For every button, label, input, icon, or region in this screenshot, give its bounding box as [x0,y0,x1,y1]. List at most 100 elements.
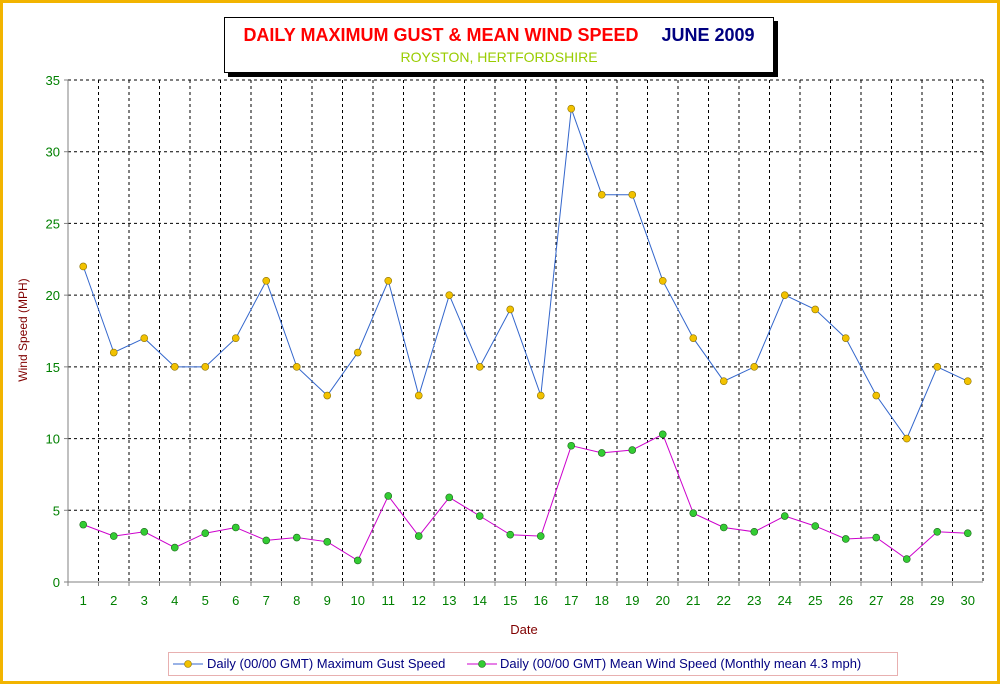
gust-point [689,334,698,342]
x-tick-label: 7 [263,593,270,608]
gust-point [414,391,423,400]
gust-point [750,363,759,371]
mean-point [902,555,911,563]
gust-point [780,291,789,299]
x-tick-label: 17 [564,593,578,608]
gust-point [109,348,118,357]
gust-point [231,334,240,342]
legend-gust-label: Daily (00/00 GMT) Maximum Gust Speed [207,656,446,671]
mean-point [445,493,454,502]
x-tick-label: 23 [747,593,761,608]
mean-point [689,509,698,517]
x-tick-label: 27 [869,593,883,608]
series [79,104,972,565]
gust-point [628,190,637,199]
gust-point [201,363,210,371]
gust-series-line [82,108,969,440]
mean-series-line [83,433,968,562]
chart-title: DAILY MAXIMUM GUST & MEAN WIND SPEED [243,25,639,45]
mean-point [841,535,850,543]
mean-point [323,538,332,546]
x-tick-label: 16 [534,593,548,608]
gust-point [841,334,850,342]
title-box: DAILY MAXIMUM GUST & MEAN WIND SPEED JUN… [224,17,774,73]
x-tick-label: 3 [141,593,148,608]
gust-point [872,391,881,400]
x-tick-label: 9 [324,593,331,608]
x-tick-label: 18 [595,593,609,608]
y-tick-label: 15 [46,360,60,375]
x-tick-label: 29 [930,593,944,608]
legend-mean-label: Daily (00/00 GMT) Mean Wind Speed (Month… [500,656,862,671]
gust-point [262,276,271,285]
gust-point [963,377,972,386]
mean-point [719,523,728,532]
x-tick-label: 21 [686,593,700,608]
y-tick-label: 0 [53,575,60,590]
mean-point [780,512,789,520]
chart-title-month: JUNE 2009 [661,25,755,45]
mean-point [414,532,423,540]
gust-point [811,305,820,314]
mean-point [201,529,210,538]
y-axis-title: Wind Speed (MPH) [16,278,30,381]
mean-point [811,522,820,530]
mean-point [872,533,881,542]
x-tick-label: 11 [382,593,396,608]
gust-point [353,348,362,357]
mean-point [292,533,301,542]
y-tick-label: 10 [46,432,60,447]
x-tick-label: 5 [202,593,209,608]
x-tick-label: 25 [808,593,822,608]
x-tick-label: 20 [656,593,670,608]
x-tick-label: 13 [442,593,456,608]
gust-point [140,334,149,342]
y-tick-label: 25 [46,216,60,231]
mean-point [170,543,179,552]
mean-point [567,441,576,450]
mean-point [353,556,362,565]
x-tick-label: 10 [351,593,365,608]
mean-point [109,532,118,540]
mean-point [262,536,271,545]
gust-point [292,363,301,371]
mean-point [536,532,545,540]
gust-point [506,305,515,314]
gust-point [536,391,545,400]
legend-gust-swatch [173,660,203,668]
x-tick-label: 12 [412,593,426,608]
y-tick-label: 20 [46,288,60,303]
y-tick-label: 5 [53,503,60,518]
x-tick-label: 2 [110,593,117,608]
x-tick-label: 24 [778,593,792,608]
gust-point [323,391,332,400]
gust-point [384,276,393,285]
mean-point [750,527,759,536]
x-tick-label: 14 [473,593,487,608]
y-tick-label: 30 [46,145,60,160]
x-tick-label: 4 [171,593,178,608]
x-tick-label: 15 [503,593,517,608]
gust-point [933,363,942,371]
chart-subtitle: ROYSTON, HERTFORDSHIRE [400,49,598,65]
mean-point [384,492,393,500]
legend: Daily (00/00 GMT) Maximum Gust Speed Dai… [168,652,898,676]
mean-point [506,530,515,539]
gust-point [902,434,911,443]
x-tick-label: 19 [625,593,639,608]
gust-point [719,377,728,386]
x-tick-label: 1 [80,593,87,608]
mean-point [597,449,606,457]
gust-point [445,291,454,299]
gust-point [567,104,576,113]
gust-point [597,190,606,199]
x-tick-label: 26 [839,593,853,608]
mean-point [475,512,484,520]
x-tick-label: 8 [293,593,300,608]
legend-mean-swatch [467,660,497,668]
mean-point [140,527,149,536]
title-line: DAILY MAXIMUM GUST & MEAN WIND SPEED JUN… [225,24,773,46]
gust-point [79,262,88,271]
mean-point [79,520,88,529]
